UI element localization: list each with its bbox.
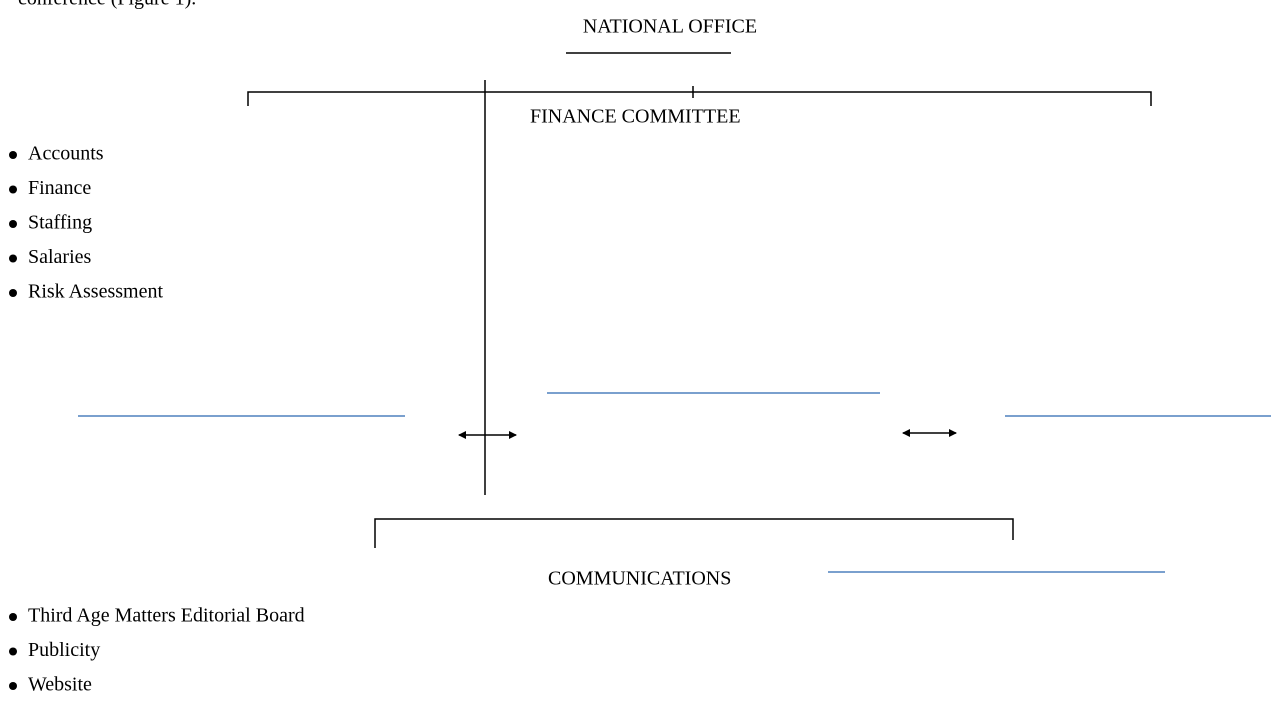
list-item: Publicity bbox=[28, 639, 100, 661]
list-item: Third Age Matters Editorial Board bbox=[28, 605, 305, 627]
bullet bbox=[9, 647, 17, 656]
bottom-bracket bbox=[374, 518, 1014, 548]
bullet bbox=[9, 254, 17, 263]
bullet bbox=[9, 220, 17, 228]
intro-text: conference (Figure 1). bbox=[18, 0, 196, 10]
list-item: Accounts bbox=[28, 143, 104, 165]
node-label: FINANCE COMMITTEE bbox=[530, 106, 741, 128]
node-label: COMMUNICATIONS bbox=[548, 568, 731, 590]
list-item: Finance bbox=[28, 177, 91, 199]
bullet bbox=[9, 151, 17, 159]
list-item: Risk Assessment bbox=[28, 281, 163, 303]
list-item: Website bbox=[28, 674, 92, 696]
list-item: Salaries bbox=[28, 246, 92, 268]
bullet bbox=[9, 289, 17, 297]
bullet bbox=[9, 682, 17, 690]
top-bracket bbox=[247, 86, 1152, 106]
bullet bbox=[9, 613, 17, 621]
list-item: Staffing bbox=[28, 212, 92, 234]
title: NATIONAL OFFICE bbox=[583, 16, 757, 38]
bullet bbox=[9, 185, 17, 194]
